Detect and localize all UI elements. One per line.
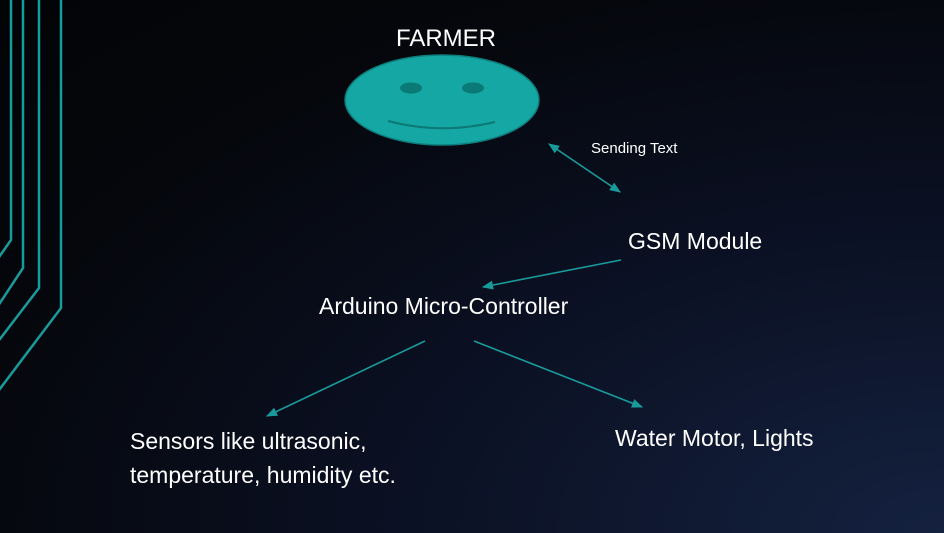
smiley-face-icon [344,54,540,146]
right-eye-icon [462,82,484,94]
arrow-arduino-outputs [473,340,644,408]
decor-line-3 [0,0,41,341]
sensors-label-line-1: Sensors like ultrasonic, [130,428,367,454]
sending-text-label: Sending Text [591,140,678,157]
decor-line-2 [0,0,25,306]
arrow-arduino-sensors [265,340,426,417]
decor-line-1 [0,0,13,258]
arduino-label: Arduino Micro-Controller [319,293,569,319]
farmer-label: FARMER [396,25,497,52]
smile-icon [387,120,496,130]
sensors-label: Sensors like ultrasonic, temperature, hu… [130,424,396,492]
outputs-label: Water Motor, Lights [615,425,814,451]
farmer-icon [344,54,540,146]
arrow-gsm-arduino [481,259,622,290]
left-eye-icon [400,82,422,94]
arrow-farmer-gsm [548,143,621,193]
gsm-module-label: GSM Module [628,228,763,254]
decor-line-4 [0,0,63,391]
sensors-label-line-2: temperature, humidity etc. [130,462,396,488]
